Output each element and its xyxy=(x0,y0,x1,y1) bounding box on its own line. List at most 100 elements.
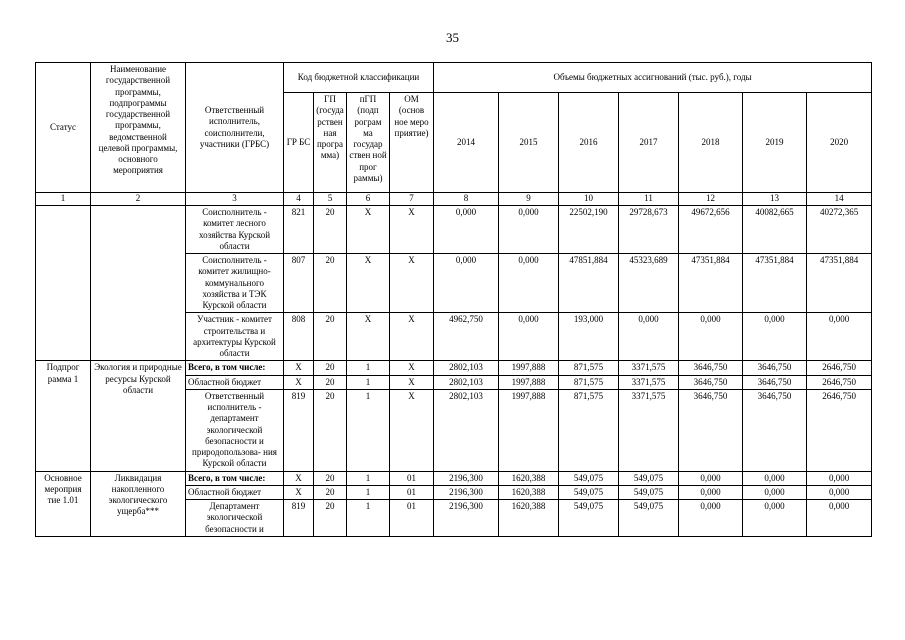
col-num-2: 2 xyxy=(90,192,186,206)
table-row: Областной бюджет X 20 1 01 2196,300 1620… xyxy=(36,484,873,501)
amount-2019-cell: 0,000 xyxy=(742,470,808,486)
table-row: Соисполнитель - комитет лесного хозяйств… xyxy=(35,204,873,362)
col-num-7: 7 xyxy=(388,192,435,206)
amount-2018-cell: 0,000 xyxy=(678,312,744,362)
amount-2020-cell: 2646,750 xyxy=(806,374,873,390)
om-code-cell: 01 xyxy=(388,499,435,537)
amount-2019-cell: 3646,750 xyxy=(742,388,808,472)
amount-2015-cell: 1620,388 xyxy=(498,499,560,537)
header-year-2018: 2018 xyxy=(678,92,744,193)
amount-2016-cell: 193,000 xyxy=(558,312,620,362)
amount-2020-cell: 0,000 xyxy=(806,312,873,362)
amount-2020-cell: 2646,750 xyxy=(806,360,873,376)
amount-2017-cell: 3371,575 xyxy=(618,388,680,472)
executor-cell: Областной бюджет xyxy=(185,374,284,390)
header-status: Статус xyxy=(35,62,91,193)
budget-table: Статус Наименование государственной прог… xyxy=(35,62,873,537)
amount-2015-cell: 0,000 xyxy=(498,312,560,362)
om-code-cell: 01 xyxy=(388,470,435,486)
table-row: Соисполнитель - комитет жилищно-коммунал… xyxy=(36,252,873,314)
amount-2018-cell: 0,000 xyxy=(678,499,744,537)
status-cell: Подпрог рамма 1 xyxy=(35,360,91,472)
executor-cell: Ответственный исполнитель - департамент … xyxy=(185,388,284,472)
executor-cell: Соисполнитель - комитет жилищно-коммунал… xyxy=(185,252,284,314)
header-year-2015: 2015 xyxy=(498,92,560,193)
amount-2017-cell: 549,075 xyxy=(618,499,680,537)
gp-code-cell: 20 xyxy=(313,484,347,501)
col-num-4: 4 xyxy=(283,192,314,206)
executor-cell: Соисполнитель - комитет лесного хозяйств… xyxy=(185,205,284,254)
amount-2015-cell: 1997,888 xyxy=(498,374,560,390)
header-row-groups: Статус Наименование государственной прог… xyxy=(35,62,873,193)
pgp-code-cell: 1 xyxy=(346,470,390,486)
col-num-3: 3 xyxy=(185,192,284,206)
pgp-code-cell: 1 xyxy=(346,499,390,537)
amount-2019-cell: 47351,884 xyxy=(742,252,808,314)
amount-2018-cell: 0,000 xyxy=(678,470,744,486)
pgp-code-cell: X xyxy=(346,312,390,362)
grbs-code-cell: 821 xyxy=(283,205,314,254)
amount-2020-cell: 0,000 xyxy=(806,470,873,486)
col-num-9: 9 xyxy=(498,192,560,206)
col-num-10: 10 xyxy=(558,192,620,206)
header-pgp: пГП (подп рограм ма государ ствен ной пр… xyxy=(346,92,390,193)
amount-2020-cell: 40272,365 xyxy=(806,205,873,254)
amount-2018-cell: 3646,750 xyxy=(678,360,744,376)
grbs-code-cell: X xyxy=(283,484,314,501)
pgp-code-cell: 1 xyxy=(346,360,390,376)
amount-2014-cell: 4962,750 xyxy=(433,312,500,362)
amount-2015-cell: 1620,388 xyxy=(498,484,560,501)
amount-2015-cell: 0,000 xyxy=(498,252,560,314)
amount-2014-cell: 0,000 xyxy=(433,252,500,314)
amount-2014-cell: 2196,300 xyxy=(433,484,500,501)
amount-2018-cell: 3646,750 xyxy=(678,388,744,472)
executor-cell: Всего, в том числе: xyxy=(185,360,284,376)
col-num-11: 11 xyxy=(618,192,680,206)
amount-2020-cell: 0,000 xyxy=(806,484,873,501)
program-name-cell: Экология и природные ресурсы Курской обл… xyxy=(90,360,186,472)
amount-2016-cell: 47851,884 xyxy=(558,252,620,314)
gp-code-cell: 20 xyxy=(313,388,347,472)
amount-2016-cell: 871,575 xyxy=(558,360,620,376)
amount-2016-cell: 871,575 xyxy=(558,374,620,390)
amount-2017-cell: 29728,673 xyxy=(618,205,680,254)
amount-2018-cell: 49672,656 xyxy=(678,205,744,254)
amount-2016-cell: 549,075 xyxy=(558,499,620,537)
table-row: Ответственный исполнитель - департамент … xyxy=(36,388,873,472)
amount-2019-cell: 3646,750 xyxy=(742,360,808,376)
om-code-cell: X xyxy=(388,360,435,376)
executor-cell: Областной бюджет xyxy=(185,484,284,501)
pgp-code-cell: X xyxy=(346,205,390,254)
om-code-cell: X xyxy=(388,312,435,362)
pgp-code-cell: X xyxy=(346,252,390,314)
amount-2019-cell: 0,000 xyxy=(742,484,808,501)
amount-2015-cell: 1997,888 xyxy=(498,388,560,472)
amount-2020-cell: 2646,750 xyxy=(806,388,873,472)
col-num-6: 6 xyxy=(346,192,390,206)
gp-code-cell: 20 xyxy=(313,252,347,314)
header-grbs: ГР БС xyxy=(283,92,314,193)
om-code-cell: X xyxy=(388,388,435,472)
amount-2015-cell: 1620,388 xyxy=(498,470,560,486)
pgp-code-cell: 1 xyxy=(346,374,390,390)
amount-2015-cell: 1997,888 xyxy=(498,360,560,376)
gp-code-cell: 20 xyxy=(313,374,347,390)
amount-2017-cell: 0,000 xyxy=(618,312,680,362)
amount-2017-cell: 549,075 xyxy=(618,484,680,501)
amount-2019-cell: 0,000 xyxy=(742,499,808,537)
grbs-code-cell: 819 xyxy=(283,499,314,537)
col-num-14: 14 xyxy=(806,192,873,206)
col-num-5: 5 xyxy=(313,192,347,206)
header-om: ОМ (основ ное меро приятие) xyxy=(388,92,435,193)
amount-2019-cell: 40082,665 xyxy=(742,205,808,254)
grbs-code-cell: X xyxy=(283,360,314,376)
amount-2017-cell: 3371,575 xyxy=(618,360,680,376)
pgp-code-cell: 1 xyxy=(346,388,390,472)
header-year-2019: 2019 xyxy=(742,92,808,193)
gp-code-cell: 20 xyxy=(313,499,347,537)
amount-2019-cell: 0,000 xyxy=(742,312,808,362)
om-code-cell: 01 xyxy=(388,484,435,501)
amount-2014-cell: 2802,103 xyxy=(433,374,500,390)
header-executor: Ответственный исполнитель, соисполнители… xyxy=(185,62,284,193)
